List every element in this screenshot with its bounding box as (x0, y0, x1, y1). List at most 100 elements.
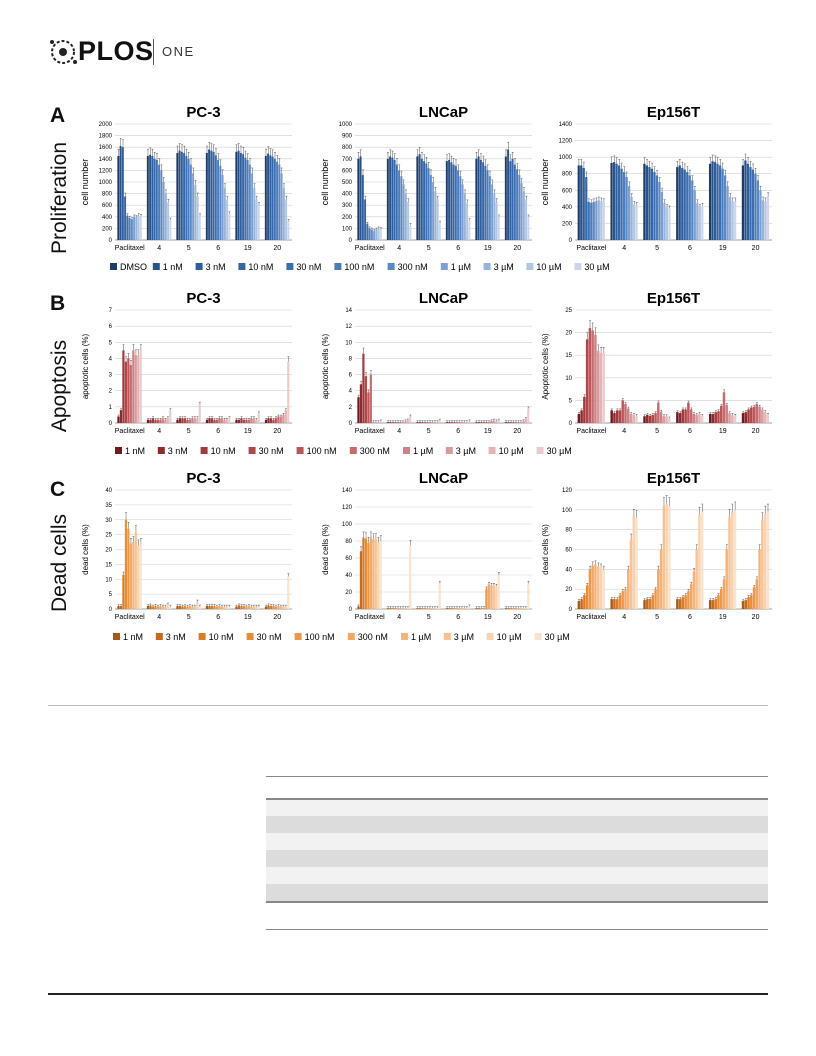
bar (445, 161, 448, 240)
bar (660, 191, 664, 240)
bar (522, 608, 525, 609)
legend-swatch (296, 447, 304, 454)
x-tick-label: 20 (273, 614, 281, 621)
chart-proliferation-pc3: PC-3 cell number 0 200 400 600 800 1000 1200 1400… (80, 104, 292, 252)
y-tick-label: 5 (569, 398, 573, 404)
y-tick-label: 4 (109, 356, 113, 362)
legend-label: 1 nM (125, 446, 145, 456)
legend-swatch (445, 447, 453, 454)
y-tick-label: 400 (562, 205, 573, 211)
bar (625, 177, 628, 240)
bar (154, 606, 157, 609)
bar (734, 201, 737, 240)
legend-swatch (536, 447, 544, 454)
bar (492, 420, 495, 423)
bar (255, 606, 258, 609)
bar (659, 549, 663, 609)
bar (692, 571, 696, 609)
y-tick-label: 5 (109, 340, 113, 346)
bar (678, 413, 682, 423)
row-label-dead-cells: Dead cells (48, 513, 71, 613)
bar (630, 196, 633, 240)
legend-label: 10 nM (248, 262, 273, 272)
bar (518, 175, 521, 240)
bar (512, 608, 515, 609)
bar (129, 543, 132, 609)
legend-swatch (155, 633, 163, 640)
bar (192, 173, 195, 240)
bar (651, 414, 655, 423)
bar (237, 605, 241, 609)
bar (122, 574, 125, 609)
bar (761, 519, 764, 609)
bar (208, 606, 211, 609)
bar (271, 156, 274, 240)
bar (615, 163, 618, 240)
bar (527, 408, 530, 423)
bar (212, 151, 215, 240)
bar (181, 606, 184, 609)
bar (756, 180, 760, 240)
bar (485, 422, 488, 423)
bar (406, 420, 409, 423)
bar (615, 599, 619, 609)
bar (185, 155, 188, 240)
x-tick-label: 19 (719, 614, 727, 621)
bar (159, 419, 162, 423)
legend-label: 1 nM (163, 262, 183, 272)
bar (426, 608, 429, 609)
bar (453, 608, 456, 609)
bar (475, 158, 478, 240)
bar (455, 608, 458, 609)
bar (749, 167, 752, 240)
bar (386, 422, 390, 423)
y-tick-label: 0 (349, 421, 353, 427)
bar (747, 597, 750, 609)
chart-apoptosis-pc3: PC-3 apoptotic cells (%) 0 1 2 3 4 5 6 7 Paclitaxe… (81, 290, 292, 435)
bar (127, 528, 130, 609)
bar (213, 606, 216, 609)
bar (132, 542, 135, 609)
legend-swatch (248, 447, 256, 454)
bar (445, 608, 449, 609)
bar (274, 418, 277, 423)
bar (196, 601, 199, 609)
bar (364, 376, 367, 423)
bar (428, 422, 431, 423)
journal-name: ONE (162, 44, 195, 59)
legend-swatch (238, 263, 246, 270)
y-axis-label: cell number (80, 159, 90, 206)
bar (683, 169, 686, 240)
bar (137, 215, 140, 240)
y-tick-label: 0 (349, 607, 353, 613)
bar (594, 564, 597, 609)
bar (253, 187, 256, 240)
bar (654, 413, 657, 423)
chart-title: Ep156T (647, 104, 700, 121)
bar (495, 421, 498, 423)
bar (264, 606, 268, 609)
bar (239, 153, 242, 240)
y-tick-label: 1200 (99, 168, 113, 174)
bar (124, 196, 127, 240)
legend-label: 30 nM (259, 446, 284, 456)
bar (264, 419, 268, 423)
bar (438, 583, 441, 609)
y-tick-label: 25 (565, 308, 572, 314)
bar (716, 163, 719, 240)
bar (128, 217, 131, 240)
bar (610, 599, 613, 609)
bar (161, 418, 164, 423)
bar (477, 422, 481, 423)
y-tick-label: 1000 (559, 155, 573, 161)
bar (507, 149, 510, 240)
y-tick-label: 0 (569, 238, 573, 244)
bar (653, 172, 656, 240)
bar (421, 608, 424, 609)
bar (247, 606, 250, 609)
bar (600, 201, 603, 240)
chart-apoptosis-lncap: LNCaP apoptotic cells (%) 0 2 4 6 8 10 12 14 Pacli… (321, 290, 532, 435)
legend-label: 3 µM (456, 446, 476, 456)
bar (166, 604, 169, 609)
bar (577, 165, 580, 240)
